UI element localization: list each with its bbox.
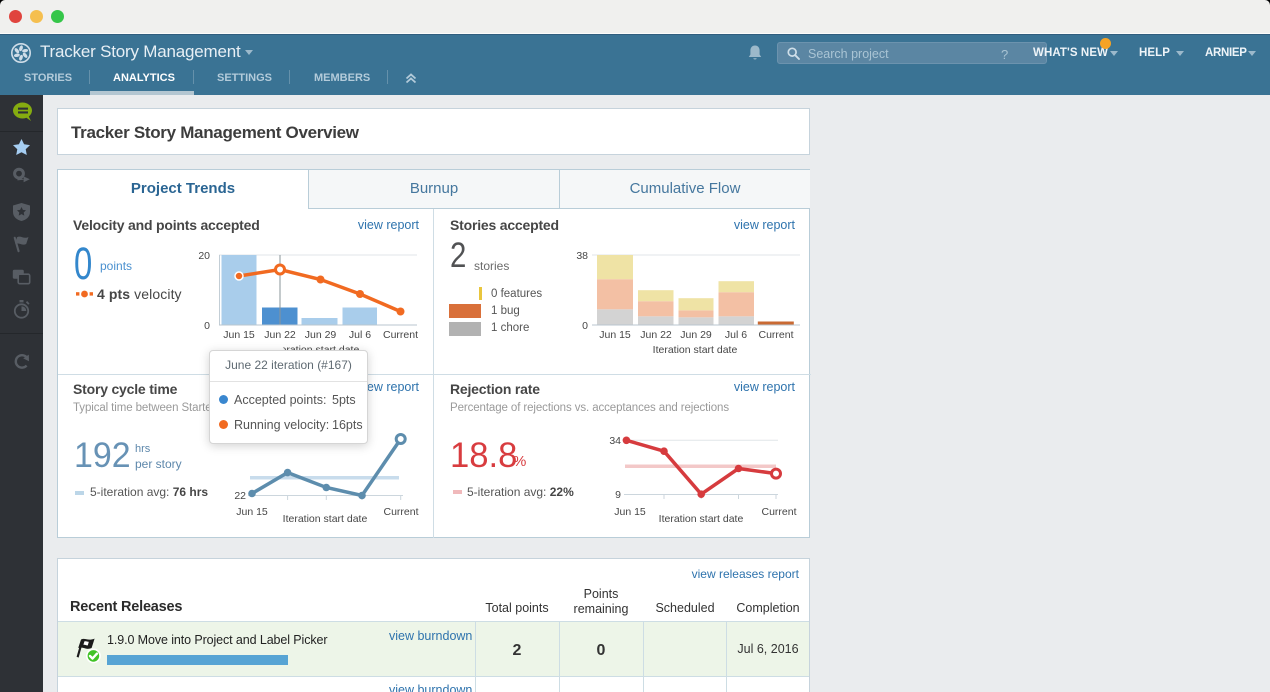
svg-text:Jun 15: Jun 15 [223, 329, 255, 341]
svg-text:Jun 29: Jun 29 [680, 329, 712, 341]
svg-text:Jun 29: Jun 29 [305, 329, 337, 341]
svg-text:Jun 15: Jun 15 [236, 506, 268, 518]
svg-text:Jun 15: Jun 15 [614, 506, 646, 518]
svg-text:Jun 22: Jun 22 [640, 329, 672, 341]
svg-text:34: 34 [609, 435, 621, 447]
svg-text:Jul 6: Jul 6 [725, 329, 747, 341]
svg-text:38: 38 [576, 250, 588, 262]
svg-text:Jun 22: Jun 22 [264, 329, 296, 341]
svg-text:Jul 6: Jul 6 [349, 329, 371, 341]
svg-text:Jun 15: Jun 15 [599, 329, 631, 341]
svg-text:Iteration start date: Iteration start date [653, 344, 738, 356]
svg-text:22: 22 [234, 490, 246, 502]
svg-text:Iteration start date: Iteration start date [283, 513, 368, 525]
svg-text:0: 0 [204, 320, 210, 332]
svg-text:20: 20 [198, 250, 210, 262]
svg-text:Iteration start date: Iteration start date [659, 513, 744, 525]
svg-text:Current: Current [383, 329, 418, 341]
svg-text:Current: Current [383, 506, 418, 518]
svg-text:9: 9 [615, 489, 621, 501]
svg-text:0: 0 [582, 320, 588, 332]
svg-text:Current: Current [761, 506, 796, 518]
svg-text:Current: Current [758, 329, 793, 341]
